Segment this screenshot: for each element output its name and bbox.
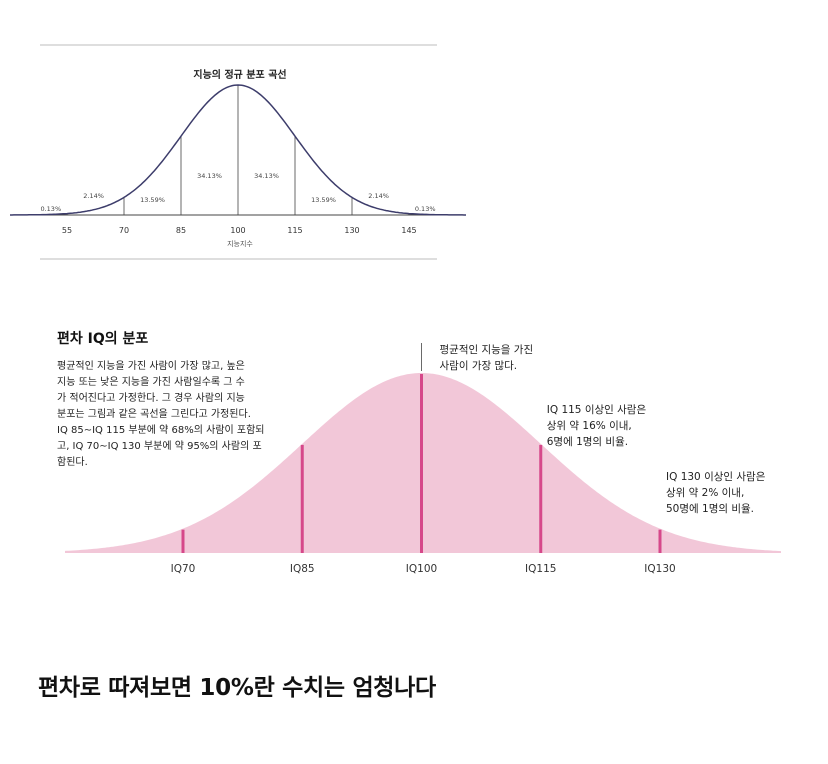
chart2-x-tick: IQ130 — [644, 563, 675, 575]
chart2-annotation-line: 상위 약 2% 이내, — [666, 486, 744, 499]
chart2-x-tick: IQ70 — [171, 563, 196, 575]
chart1-band-label: 2.14% — [368, 192, 389, 200]
chart2-description-line: 가 적어진다고 가정한다. 그 경우 사람의 지능 — [57, 391, 245, 404]
chart1-x-tick: 100 — [230, 226, 245, 235]
chart1-band-label: 2.14% — [83, 192, 104, 200]
chart1-band-label: 34.13% — [254, 172, 279, 180]
chart1-band-label: 13.59% — [311, 196, 336, 204]
chart2-description-line: 평균적인 지능을 가진 사람이 가장 많고, 높은 — [57, 359, 245, 372]
normal-distribution-chart: 지능의 정규 분포 곡선 0.13% 2.14% 13.59% 34.13% 34.13… — [10, 44, 466, 260]
chart2-x-tick: IQ85 — [290, 563, 315, 575]
chart2-x-tick: IQ115 — [525, 563, 556, 575]
chart1-title: 지능의 정규 분포 곡선 — [193, 68, 286, 81]
chart2-description-line: IQ 85∼IQ 115 부분에 약 68%의 사람이 포함되 — [57, 423, 265, 436]
chart2-description-line: 지능 또는 낮은 지능을 가진 사람일수록 그 수 — [57, 375, 245, 388]
footer-caption: 편차로 따져보면 10%란 수치는 엄청나다 — [38, 675, 436, 701]
chart1-band-label: 0.13% — [415, 205, 436, 213]
chart1-x-tick: 85 — [176, 226, 186, 235]
chart2-description-line: 함된다. — [57, 456, 88, 468]
chart1-x-tick: 130 — [344, 226, 359, 235]
chart1-band-label: 34.13% — [197, 172, 222, 180]
chart1-x-tick: 55 — [62, 226, 72, 235]
chart2-annotation-line: 사람이 가장 많다. — [440, 359, 518, 372]
chart2-title: 편차 IQ의 분포 — [57, 330, 148, 347]
chart2-annotation-line: 상위 약 16% 이내, — [547, 419, 632, 432]
chart2-annotation-line: IQ 115 이상인 사람은 — [547, 403, 647, 416]
chart1-x-tick: 115 — [287, 226, 302, 235]
chart1-x-tick: 70 — [119, 226, 129, 235]
chart2-x-tick: IQ100 — [406, 563, 437, 575]
chart1-x-axis-label: 지능지수 — [227, 239, 253, 248]
chart2-description-line: 고, IQ 70∼IQ 130 부분에 약 95%의 사람의 포 — [57, 439, 262, 452]
chart2-annotation-line: 50명에 1명의 비율. — [666, 503, 754, 515]
chart1-band-label: 13.59% — [140, 196, 165, 204]
chart1-curve — [10, 84, 466, 216]
chart2-annotation-line: IQ 130 이상인 사람은 — [666, 470, 766, 483]
chart2-annotation-line: 6명에 1명의 비율. — [547, 436, 628, 448]
chart1-band-label: 0.13% — [40, 205, 61, 213]
chart2-annotation-line: 평균적인 지능을 가진 — [440, 344, 534, 356]
chart2-description-line: 분포는 그림과 같은 곡선을 그린다고 가정된다. — [57, 408, 251, 420]
chart1-x-tick: 145 — [401, 226, 416, 235]
